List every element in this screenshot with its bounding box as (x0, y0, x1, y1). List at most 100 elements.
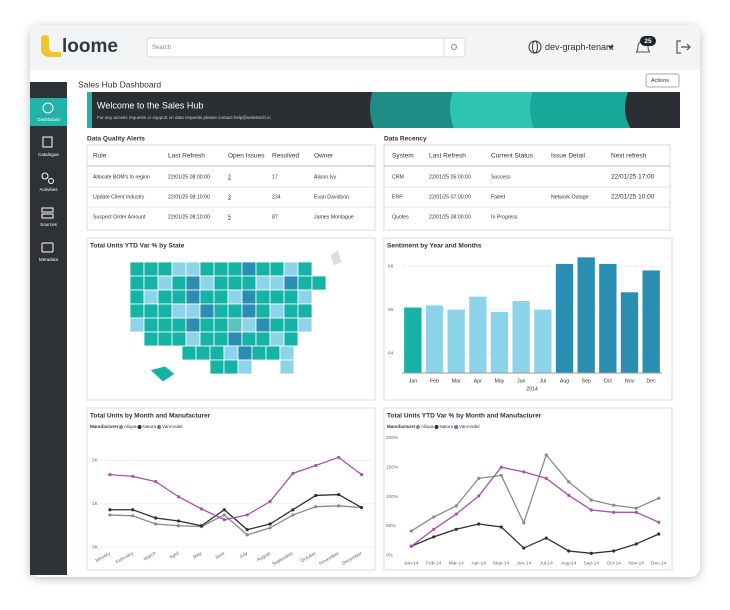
map-state (241, 317, 257, 333)
point (222, 513, 226, 517)
actions-button[interactable] (645, 73, 680, 88)
tenant-selector[interactable]: dev-graph-tenant (545, 42, 614, 52)
legend-title: Manufacturer (90, 424, 119, 429)
x-tick-label: Feb-14 (426, 560, 442, 566)
x-tick-label: June (214, 550, 226, 561)
search-icon[interactable] (451, 44, 457, 50)
map-state (171, 261, 187, 277)
point (409, 544, 413, 548)
bar (577, 257, 595, 373)
point (108, 513, 112, 517)
table-cell: Quotes (392, 214, 409, 220)
x-tick-label: Sep-14 (584, 560, 600, 566)
table-cell: CRM (392, 174, 404, 180)
legend-swatch (454, 425, 459, 429)
y-tick-label: 2K (92, 458, 99, 464)
chart-title: Sentiment by Year and Months (387, 243, 482, 250)
map-state (185, 275, 201, 291)
map-state (213, 275, 229, 291)
point (176, 519, 181, 523)
sidebar-item[interactable]: Dashboard (37, 117, 60, 122)
bar (490, 311, 509, 373)
table-cell: James Montague (314, 214, 354, 220)
series-line (410, 453, 660, 532)
y-tick-label: 66 (388, 307, 394, 313)
banner-circle (625, 92, 680, 128)
point (657, 520, 661, 524)
map-state (199, 317, 215, 333)
point (657, 496, 661, 500)
legend-label: VanArsdel (162, 424, 182, 429)
map-state (185, 331, 201, 347)
map-state (227, 275, 243, 291)
x-tick-label: Oct (604, 378, 613, 384)
bar (447, 309, 465, 373)
map-state (269, 261, 285, 277)
sidebar-item[interactable]: Catalogue (38, 152, 59, 157)
map-state (209, 359, 225, 375)
sidebar-item[interactable]: Activities (39, 187, 58, 192)
search-placeholder: Search (152, 45, 171, 51)
point (544, 476, 548, 480)
map-state (255, 261, 271, 277)
table-cell: 2 (228, 174, 231, 180)
legend-label: VanArsdel (459, 424, 479, 429)
table-cell: ERP (392, 194, 403, 200)
point (454, 504, 458, 508)
map-state (185, 261, 201, 277)
map-state (129, 317, 145, 333)
banner-circle (530, 92, 640, 128)
x-tick-label: Dec (647, 378, 657, 384)
map-state (171, 317, 187, 333)
x-tick-label: Apr (474, 378, 482, 384)
y-tick-label: 0K (92, 544, 99, 550)
table-cell: Network Outage (551, 194, 589, 200)
map-state (195, 345, 211, 361)
x-tick-label: May (495, 378, 505, 384)
map-state (209, 345, 225, 361)
map-state (129, 261, 145, 277)
map-state (157, 261, 173, 277)
table-cell: Suspect Order Amount (93, 214, 146, 220)
map-state (251, 345, 267, 361)
map-state (241, 303, 257, 319)
point (612, 549, 616, 553)
map-state (157, 303, 173, 319)
table-cell: 5 (228, 214, 231, 220)
table-cell: 22/01/25 08:10:00 (168, 214, 210, 220)
table-cell: 234 (272, 194, 281, 200)
map-state (143, 289, 159, 305)
point (359, 505, 364, 510)
map-state (241, 261, 257, 277)
map-state (279, 345, 295, 361)
sidebar-item[interactable]: Metadata (39, 257, 59, 262)
search-box[interactable] (146, 37, 466, 58)
map-state (255, 289, 271, 305)
map-state (283, 275, 299, 291)
map-state (227, 289, 243, 305)
y-tick-label: 64 (388, 351, 394, 357)
icon-sources (41, 207, 54, 213)
sidebar-menu: Dashboard Catalogue Activities Sources Metad… (37, 117, 60, 262)
point (567, 549, 571, 553)
logout-icon[interactable] (676, 40, 691, 54)
x-tick-label: Aug-14 (561, 560, 577, 566)
map-state (199, 331, 215, 347)
sidebar-item[interactable]: Sources (40, 222, 58, 227)
map-state (265, 345, 281, 361)
x-tick-label: Nov (625, 378, 635, 384)
map-state (279, 359, 295, 375)
point (245, 533, 249, 537)
table-cell: 22/01/25 08:00:00 (429, 214, 471, 220)
section-title: Data Quality Alerts (87, 136, 145, 143)
map-state (149, 365, 176, 383)
map-state (227, 317, 243, 333)
point (222, 508, 226, 512)
bar (512, 301, 530, 373)
point (314, 493, 318, 498)
point (589, 508, 593, 512)
map-state (255, 331, 271, 347)
map-state (269, 331, 285, 347)
column-header: Resolved (272, 153, 299, 160)
